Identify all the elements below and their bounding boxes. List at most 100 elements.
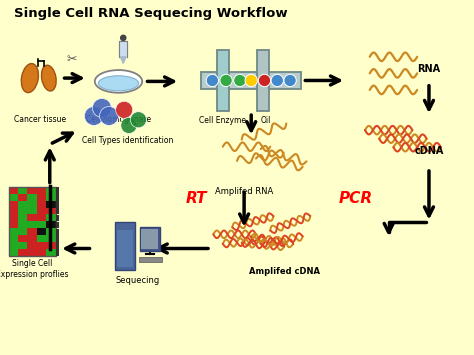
Ellipse shape	[21, 64, 38, 93]
Bar	[37, 249, 46, 256]
Circle shape	[121, 118, 137, 133]
Bar	[9, 242, 18, 249]
Polygon shape	[120, 57, 126, 64]
Bar	[27, 249, 37, 256]
Bar	[9, 201, 18, 208]
Bar	[9, 187, 18, 194]
Bar	[46, 249, 56, 256]
Circle shape	[245, 74, 257, 87]
Bar	[18, 249, 27, 256]
Circle shape	[271, 74, 283, 87]
Bar	[27, 242, 37, 249]
Bar	[9, 249, 18, 256]
Bar	[18, 242, 27, 249]
Bar	[139, 257, 162, 262]
Bar	[18, 208, 27, 214]
Bar	[9, 221, 18, 228]
Bar	[46, 242, 56, 249]
Text: Single Cell RNA Sequecing Workflow: Single Cell RNA Sequecing Workflow	[14, 7, 288, 20]
Bar	[56, 215, 59, 221]
Bar	[37, 235, 46, 242]
Circle shape	[100, 106, 118, 125]
Bar	[46, 194, 56, 201]
Bar	[56, 187, 59, 194]
Ellipse shape	[99, 76, 138, 91]
Bar	[201, 72, 301, 88]
Bar	[9, 208, 18, 214]
Bar	[9, 228, 18, 235]
Bar	[115, 223, 135, 270]
Circle shape	[234, 74, 246, 87]
Bar	[46, 228, 56, 235]
Bar	[27, 228, 37, 235]
Bar	[37, 228, 46, 235]
Text: PCR: PCR	[338, 191, 373, 206]
Bar	[46, 235, 56, 242]
Bar	[46, 221, 56, 228]
Bar	[141, 229, 158, 250]
Bar	[18, 214, 27, 221]
Circle shape	[84, 106, 103, 125]
Bar	[217, 50, 229, 111]
Bar	[46, 201, 56, 208]
Bar	[56, 222, 59, 228]
Bar	[56, 194, 59, 201]
Bar	[27, 214, 37, 221]
Text: Cancer tissue: Cancer tissue	[14, 115, 66, 124]
Text: Amplifed cDNA: Amplifed cDNA	[249, 267, 320, 277]
Bar	[27, 194, 37, 201]
Circle shape	[130, 112, 146, 128]
Text: Single Cell
Expression proflies: Single Cell Expression proflies	[0, 260, 68, 279]
Text: RT: RT	[186, 191, 208, 206]
Bar	[27, 201, 37, 208]
Bar	[56, 249, 59, 256]
Text: Cell homogenate: Cell homogenate	[86, 115, 151, 124]
Text: RNA: RNA	[418, 64, 440, 73]
Text: Cell Enzyme: Cell Enzyme	[199, 116, 246, 125]
Bar	[18, 228, 27, 235]
Circle shape	[220, 74, 232, 87]
Bar	[18, 187, 27, 194]
Text: Sequecing: Sequecing	[115, 276, 160, 285]
Bar	[27, 235, 37, 242]
Bar	[56, 208, 59, 214]
Circle shape	[206, 74, 219, 87]
Bar	[27, 187, 37, 194]
Bar	[37, 214, 46, 221]
Text: ✂: ✂	[67, 53, 77, 66]
Bar	[18, 194, 27, 201]
Bar	[37, 221, 46, 228]
Circle shape	[120, 35, 126, 40]
Ellipse shape	[41, 65, 56, 91]
Bar	[56, 235, 59, 242]
Bar	[56, 201, 59, 208]
Bar	[37, 208, 46, 214]
Bar	[56, 242, 59, 249]
Bar	[9, 194, 18, 201]
Polygon shape	[119, 41, 127, 57]
Bar	[46, 187, 56, 194]
Bar	[37, 242, 46, 249]
Ellipse shape	[95, 70, 142, 93]
Bar	[18, 221, 27, 228]
Bar	[117, 230, 133, 267]
Bar	[37, 194, 46, 201]
Bar	[18, 201, 27, 208]
Bar	[27, 208, 37, 214]
Text: Cell Types identification: Cell Types identification	[82, 136, 173, 145]
Circle shape	[258, 74, 271, 87]
Bar	[257, 50, 269, 111]
Circle shape	[116, 101, 133, 118]
Bar	[27, 221, 37, 228]
Circle shape	[92, 98, 111, 118]
Text: Oil: Oil	[260, 116, 271, 125]
Text: cDNA: cDNA	[414, 147, 444, 157]
Bar	[56, 229, 59, 235]
Bar	[46, 214, 56, 221]
Circle shape	[284, 74, 296, 87]
Bar	[9, 214, 18, 221]
Bar	[37, 187, 46, 194]
Bar	[140, 227, 160, 251]
Bar	[46, 208, 56, 214]
Text: Amplifed RNA: Amplifed RNA	[215, 187, 273, 196]
